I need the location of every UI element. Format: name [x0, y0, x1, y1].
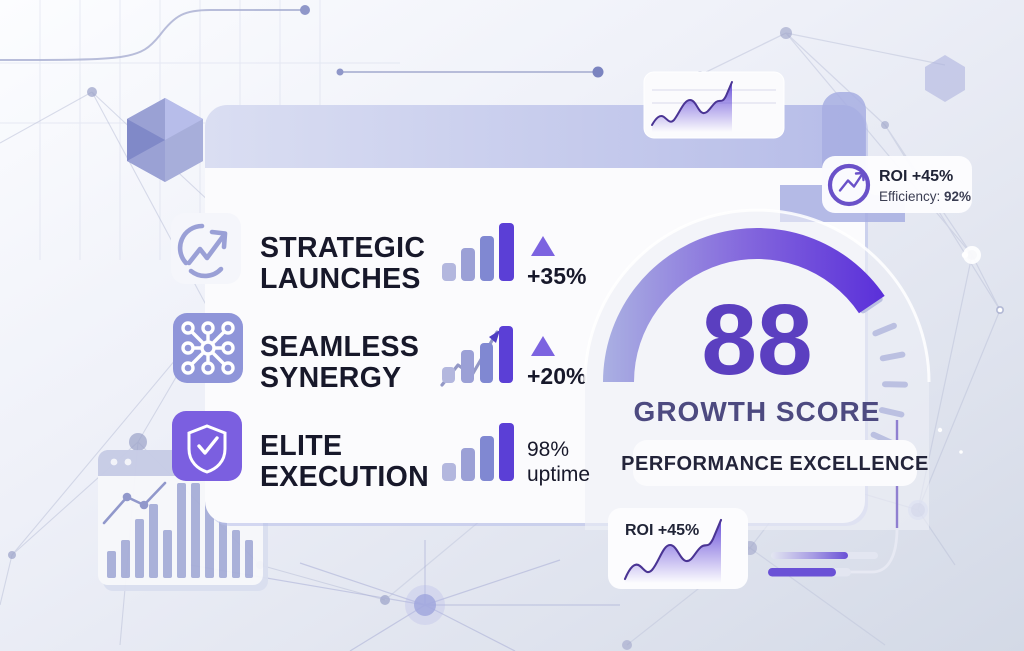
svg-text:98%: 98% [527, 438, 569, 461]
svg-text:ROI +45%: ROI +45% [625, 522, 699, 539]
svg-text:LAUNCHES: LAUNCHES [260, 263, 421, 295]
svg-text:88: 88 [701, 284, 812, 396]
svg-text:EXECUTION: EXECUTION [260, 461, 429, 493]
svg-text:ELITE: ELITE [260, 430, 342, 462]
svg-text:PERFORMANCE EXCELLENCE: PERFORMANCE EXCELLENCE [621, 453, 929, 475]
svg-text:+20%: +20% [527, 363, 586, 389]
svg-text:Efficiency: 92%: Efficiency: 92% [879, 189, 971, 204]
svg-text:SEAMLESS: SEAMLESS [260, 331, 419, 363]
svg-text:SYNERGY: SYNERGY [260, 362, 401, 394]
svg-text:STRATEGIC: STRATEGIC [260, 232, 425, 264]
svg-text:uptime: uptime [527, 463, 590, 486]
svg-text:GROWTH SCORE: GROWTH SCORE [634, 396, 881, 427]
svg-text:+35%: +35% [527, 263, 586, 289]
svg-text:ROI +45%: ROI +45% [879, 168, 953, 185]
